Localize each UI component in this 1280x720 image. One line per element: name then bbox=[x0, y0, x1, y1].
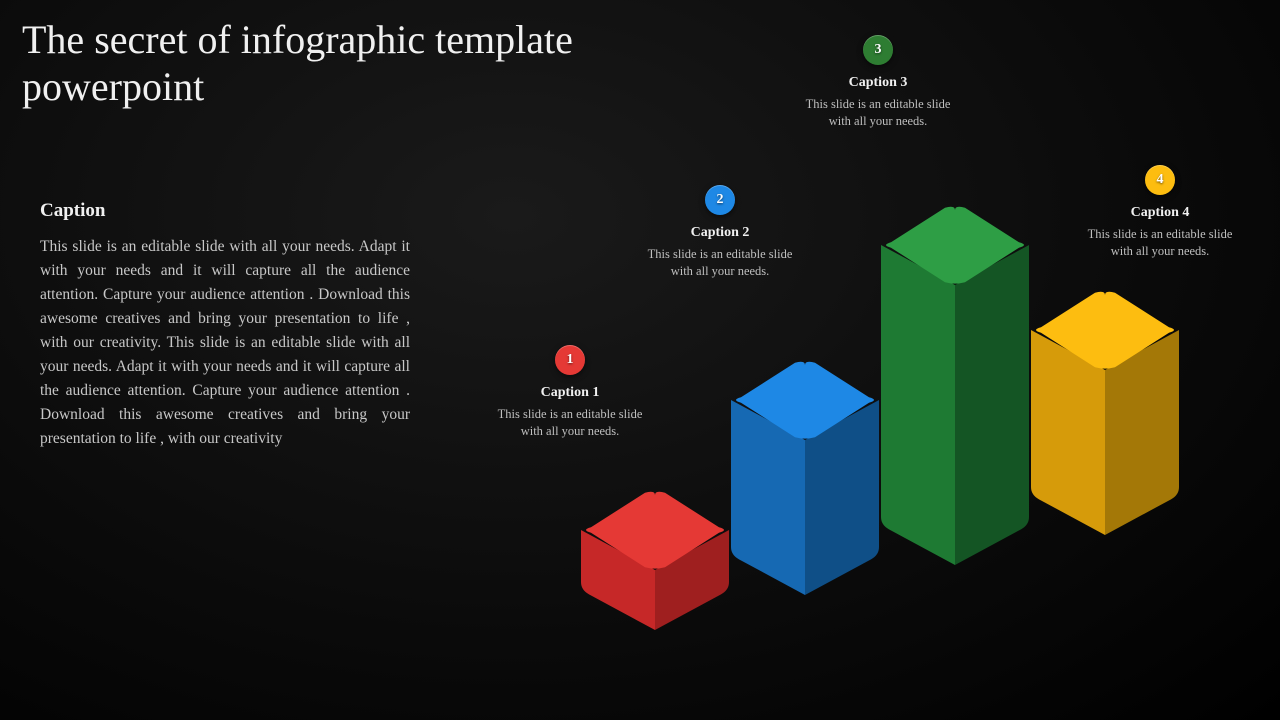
bar-caption-desc: This slide is an editable slide with all… bbox=[485, 406, 655, 440]
bar-caption-title: Caption 4 bbox=[1075, 205, 1245, 221]
bar-number-badge: 3 bbox=[863, 35, 893, 65]
bar-3d bbox=[731, 360, 879, 595]
bar-3d bbox=[881, 205, 1029, 565]
bar-3d bbox=[1031, 290, 1179, 535]
bar-caption-title: Caption 1 bbox=[485, 385, 655, 401]
bar-3d bbox=[581, 490, 729, 630]
bar-caption-desc: This slide is an editable slide with all… bbox=[793, 96, 963, 130]
bar-caption-group: 1 Caption 1 This slide is an editable slid… bbox=[485, 345, 655, 440]
bar-number-badge: 1 bbox=[555, 345, 585, 375]
bar-number-badge: 2 bbox=[705, 185, 735, 215]
bar-chart-3d: 1 Caption 1 This slide is an editable slid… bbox=[460, 0, 1280, 720]
bar-caption-title: Caption 2 bbox=[635, 225, 805, 241]
bar-caption-group: 3 Caption 3 This slide is an editable slid… bbox=[793, 35, 963, 130]
bar-number-badge: 4 bbox=[1145, 165, 1175, 195]
bar-caption-group: 2 Caption 2 This slide is an editable slid… bbox=[635, 185, 805, 280]
bar-caption-desc: This slide is an editable slide with all… bbox=[635, 246, 805, 280]
caption-body: This slide is an editable slide with all… bbox=[40, 235, 410, 451]
bar-caption-group: 4 Caption 4 This slide is an editable slid… bbox=[1075, 165, 1245, 260]
caption-heading: Caption bbox=[40, 200, 105, 222]
bar-caption-title: Caption 3 bbox=[793, 75, 963, 91]
bar-caption-desc: This slide is an editable slide with all… bbox=[1075, 226, 1245, 260]
